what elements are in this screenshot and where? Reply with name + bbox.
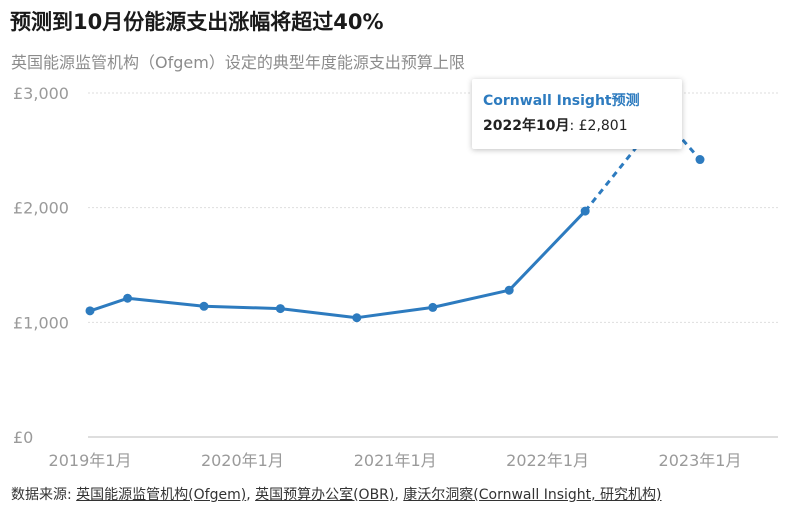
- source-sep-1: ,: [246, 487, 256, 503]
- y-tick-label-2: £2,000: [13, 199, 69, 218]
- tooltip-date: 2022年10月: [483, 118, 570, 134]
- x-tick-label-2: 2021年1月: [354, 451, 437, 470]
- source-sep-2: ,: [394, 487, 404, 503]
- y-tick-label-1: £1,000: [13, 313, 69, 332]
- data-point-actual-5: [428, 302, 438, 312]
- source-link-ofgem[interactable]: 英国能源监管机构(Ofgem): [76, 487, 247, 503]
- data-point-actual-1: [123, 293, 133, 303]
- data-point-forecast-2: [695, 155, 705, 165]
- tooltip-colon: :: [569, 118, 579, 134]
- y-tick-label-0: £0: [13, 428, 33, 447]
- x-tick-label-3: 2022年1月: [506, 451, 589, 470]
- source-link-obr[interactable]: 英国预算办公室(OBR): [255, 487, 395, 503]
- chart-subtitle: 英国能源监管机构（Ofgem）设定的典型年度能源支出预算上限: [11, 53, 465, 72]
- source-note: 数据来源: 英国能源监管机构(Ofgem), 英国预算办公室(OBR), 康沃尔…: [11, 484, 662, 504]
- data-point-actual-6: [504, 285, 514, 295]
- y-tick-label-3: £3,000: [13, 84, 69, 103]
- tooltip-title: Cornwall Insight预测: [483, 93, 640, 109]
- forecast-tooltip: Cornwall Insight预测 2022年10月: £2,801: [472, 79, 682, 149]
- series-line-actual: [89, 210, 587, 320]
- tooltip-value: £2,801: [578, 118, 628, 134]
- data-point-actual-4: [352, 313, 362, 323]
- source-link-cornwall[interactable]: 康沃尔洞察(Cornwall Insight, 研究机构): [403, 487, 662, 503]
- data-point-actual-3: [275, 304, 285, 314]
- source-prefix: 数据来源:: [11, 487, 77, 503]
- x-tick-label-0: 2019年1月: [49, 451, 132, 470]
- chart-title: 预测到10月份能源支出涨幅将超过40%: [10, 10, 384, 34]
- tooltip-body: 2022年10月: £2,801: [483, 115, 628, 135]
- x-tick-label-1: 2020年1月: [201, 451, 284, 470]
- x-tick-label-4: 2023年1月: [659, 451, 742, 470]
- data-point-actual-2: [199, 301, 209, 311]
- line-chart: £0 £1,000 £2,000 £3,000 2019年1月 2020年1月 2021年1…: [13, 84, 778, 470]
- data-point-actual-0: [85, 306, 95, 316]
